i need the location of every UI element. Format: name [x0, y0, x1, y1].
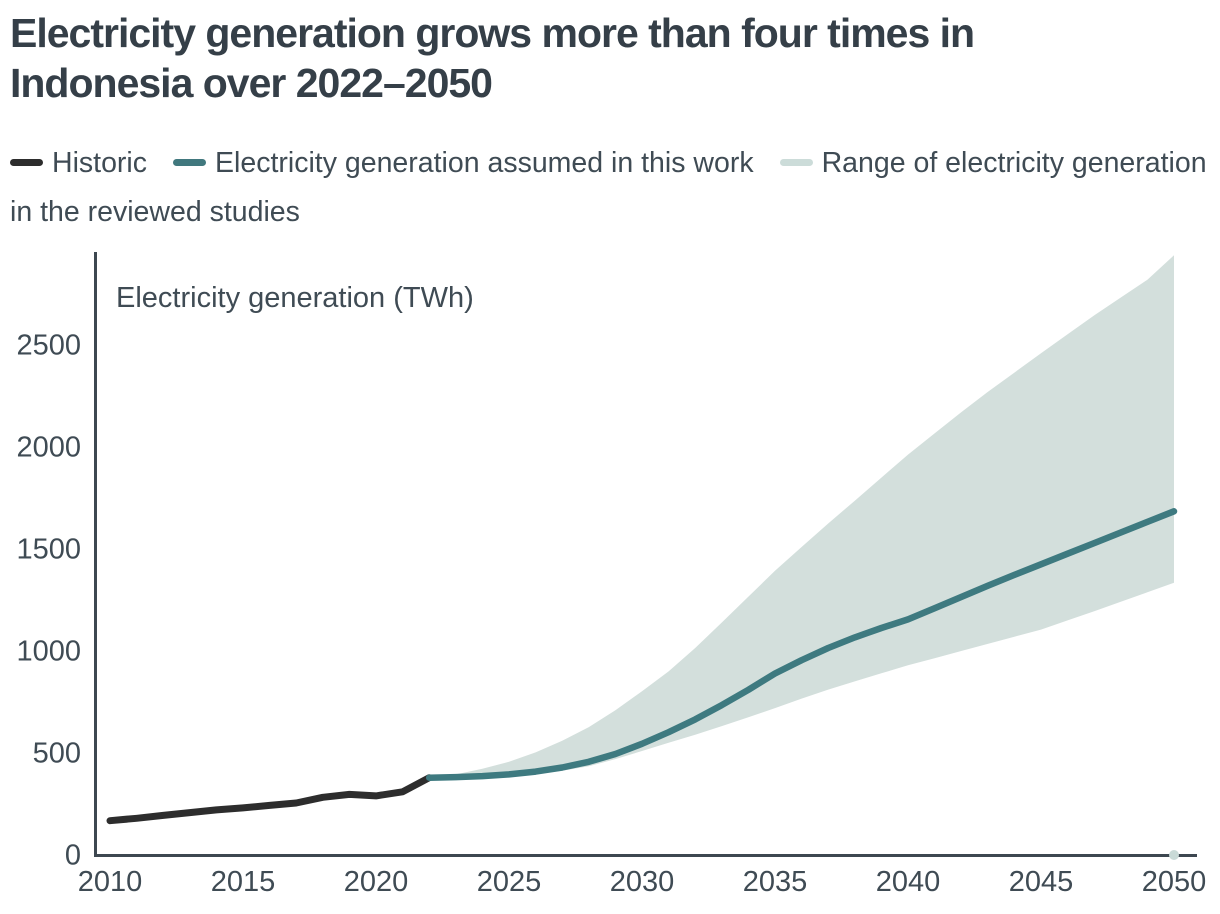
x-tick-label: 2050: [1142, 866, 1207, 898]
x-tick-label: 2020: [344, 866, 409, 898]
range-band-area: [429, 255, 1174, 778]
x-tick-label: 2035: [743, 866, 808, 898]
y-tick-label: 2000: [16, 432, 81, 464]
legend-swatch-range: [779, 158, 813, 166]
x-tick-label: 2045: [1009, 866, 1074, 898]
legend: Historic Electricity generation assumed i…: [10, 139, 1220, 237]
historic-line: [106, 774, 433, 825]
chart-title: Electricity generation grows more than f…: [10, 10, 975, 106]
x-tick-label: 2010: [78, 866, 143, 898]
legend-swatch-historic: [10, 158, 43, 166]
x-tick-label: 2030: [610, 866, 675, 898]
y-tick-label: 0: [65, 840, 81, 872]
assumed-generation-line: [425, 508, 1178, 781]
y-tick-label: 1500: [16, 534, 81, 566]
stray-data-point-dot: [1169, 850, 1179, 860]
x-tick-label: 2025: [477, 866, 542, 898]
y-axis-title: Electricity generation (TWh): [116, 282, 474, 314]
legend-label-historic: Historic: [52, 147, 148, 179]
y-tick-label: 2500: [16, 330, 81, 362]
legend-label-range: Range of electricity generation in the r…: [10, 147, 1207, 228]
x-tick-label: 2040: [876, 866, 941, 898]
x-tick-labels: 2010 2015 2020 2025 2030 2035 2040 2045 2050: [78, 866, 1207, 898]
x-tick-label: 2015: [211, 866, 276, 898]
legend-label-assumed: Electricity generation assumed in this w…: [215, 147, 754, 179]
y-tick-labels: 0 500 1000 1500 2000 2500: [16, 330, 81, 872]
y-tick-label: 1000: [16, 636, 81, 668]
y-tick-label: 500: [33, 738, 81, 770]
line-chart: Electricity generation (TWh) 0 500 1000 150…: [16, 252, 1207, 898]
legend-swatch-assumed: [173, 158, 207, 166]
